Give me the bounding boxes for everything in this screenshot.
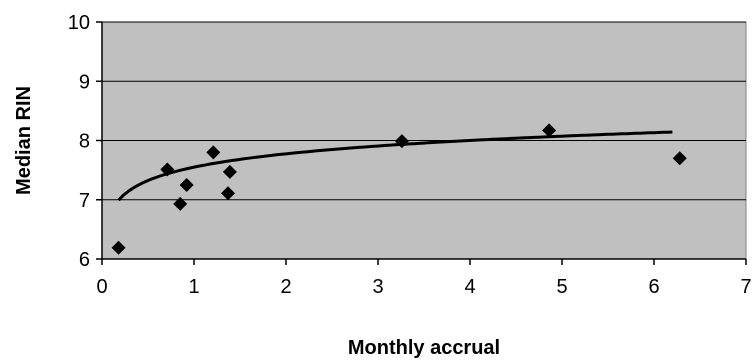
x-tick-label: 2 [280, 276, 291, 298]
axes [96, 21, 747, 265]
data-point [179, 177, 194, 192]
data-point [206, 145, 221, 160]
x-tick-label: 4 [464, 276, 475, 298]
y-tick-label: 8 [79, 131, 90, 153]
y-tick-label: 7 [79, 190, 90, 212]
x-tick-label: 1 [188, 276, 199, 298]
trendline [117, 130, 673, 202]
gridlines [102, 21, 746, 201]
y-tick-labels: 6 7 8 9 10 [68, 12, 90, 271]
data-point [394, 134, 409, 149]
data-point [173, 196, 188, 211]
data-point [542, 123, 557, 138]
data-point [222, 164, 237, 179]
data-point [160, 162, 175, 177]
data-points [111, 123, 687, 255]
data-point [672, 151, 687, 166]
x-tick-label: 7 [740, 276, 751, 298]
x-tick-label: 5 [556, 276, 567, 298]
x-tick-label: 6 [648, 276, 659, 298]
x-tick-label: 3 [372, 276, 383, 298]
x-axis-title: Monthly accrual [348, 337, 500, 359]
x-tick-label: 0 [96, 276, 107, 298]
y-axis-title: Median RIN [13, 86, 35, 195]
y-tick-label: 9 [79, 71, 90, 93]
x-tick-labels: 0 1 2 3 4 5 6 7 [96, 276, 751, 298]
data-point [221, 186, 236, 201]
y-tick-label: 10 [68, 12, 90, 34]
data-point [111, 240, 126, 255]
y-tick-label: 6 [79, 249, 90, 271]
